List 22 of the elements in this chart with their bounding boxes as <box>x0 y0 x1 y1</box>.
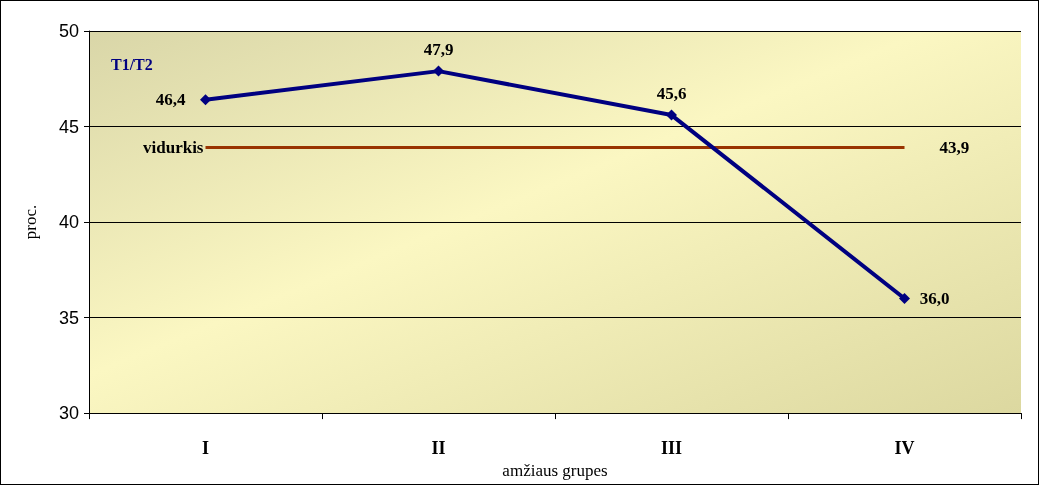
point <box>433 65 444 77</box>
point <box>899 292 910 304</box>
text: T1/T2 <box>111 55 153 73</box>
x-tick-label: II <box>431 438 446 459</box>
data-label: 45,6 <box>656 83 687 103</box>
y-tick-label: 30 <box>58 403 79 424</box>
y-tick-label: 45 <box>58 116 79 137</box>
data-label: 47,9 <box>423 39 454 59</box>
point <box>666 109 677 121</box>
x-tick-label: III <box>660 438 683 459</box>
ref-line-label: vidurkis <box>143 138 204 158</box>
data-label: 46,4 <box>155 90 186 110</box>
x-tick-label: I <box>201 438 210 459</box>
y-axis-title: proc. <box>21 204 40 240</box>
x-tick-label: IV <box>894 438 915 459</box>
annotation: 43,9 <box>939 138 970 158</box>
y-tick-label: 40 <box>58 212 79 233</box>
data-label: 36,0 <box>919 288 950 308</box>
point <box>200 94 211 106</box>
x-axis-title: amžiaus grupes <box>502 461 608 480</box>
y-tick-label: 35 <box>58 307 79 328</box>
y-tick-label: 50 <box>58 21 79 41</box>
